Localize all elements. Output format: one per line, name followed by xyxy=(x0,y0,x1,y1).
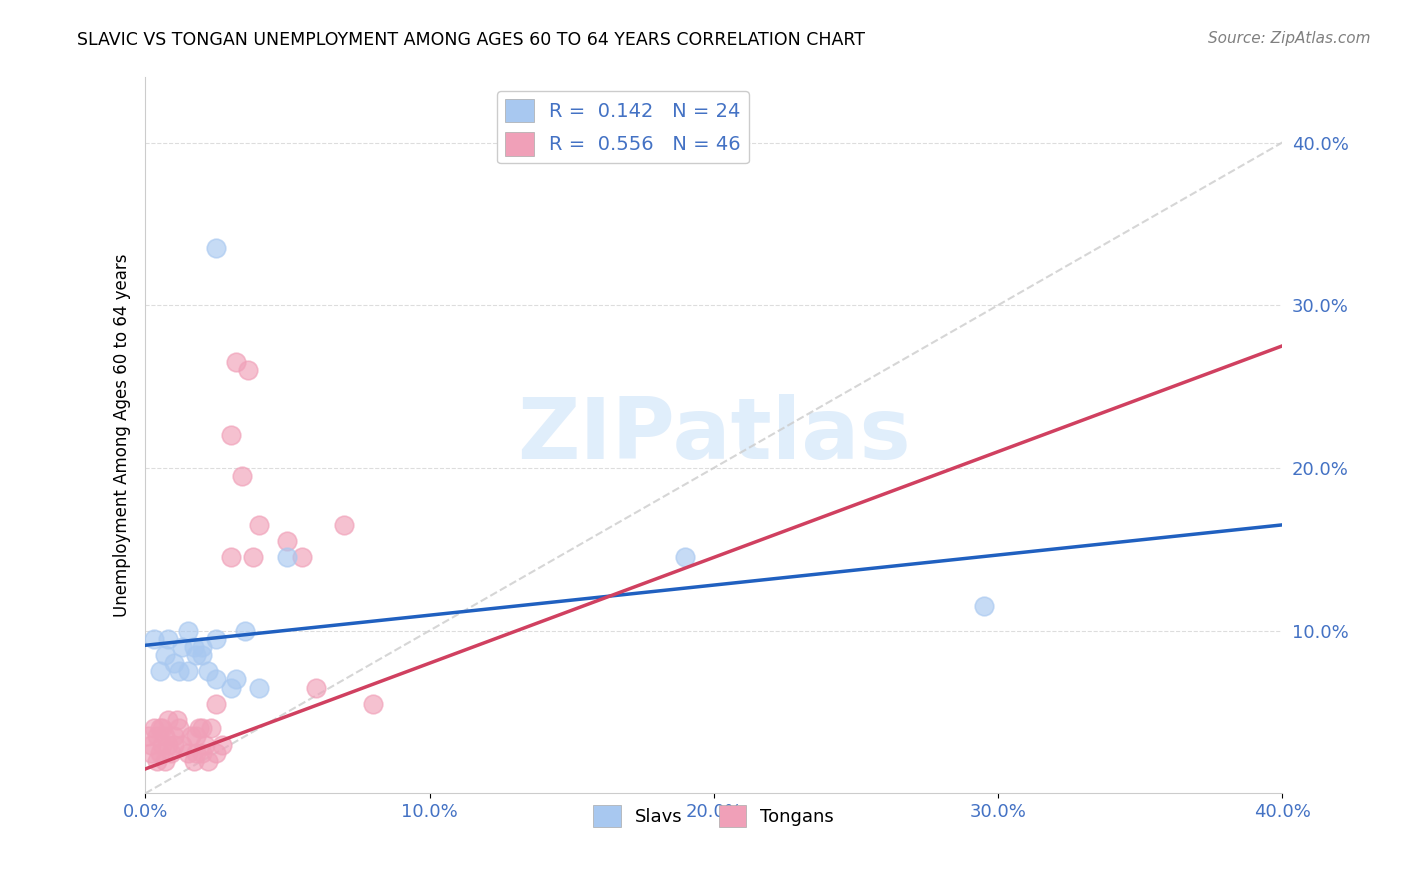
Point xyxy=(163,730,186,744)
Point xyxy=(973,599,995,614)
Point xyxy=(191,640,214,654)
Point xyxy=(225,355,247,369)
Point xyxy=(219,428,242,442)
Point xyxy=(361,697,384,711)
Point xyxy=(172,640,194,654)
Point xyxy=(163,738,186,752)
Point xyxy=(160,746,183,760)
Point xyxy=(247,681,270,695)
Point xyxy=(183,640,205,654)
Point xyxy=(180,730,202,744)
Point xyxy=(205,632,228,646)
Point xyxy=(205,697,228,711)
Point xyxy=(291,550,314,565)
Point xyxy=(136,730,159,744)
Point xyxy=(205,241,228,255)
Point xyxy=(139,738,162,752)
Point xyxy=(225,673,247,687)
Point xyxy=(197,754,219,768)
Point xyxy=(186,746,208,760)
Point xyxy=(673,550,696,565)
Point xyxy=(188,721,211,735)
Point xyxy=(197,665,219,679)
Point xyxy=(276,550,298,565)
Point xyxy=(231,469,253,483)
Point xyxy=(169,665,191,679)
Point xyxy=(157,713,180,727)
Point xyxy=(139,746,162,760)
Legend: Slavs, Tongans: Slavs, Tongans xyxy=(586,798,841,834)
Point xyxy=(169,721,191,735)
Point xyxy=(153,730,176,744)
Point xyxy=(333,517,356,532)
Point xyxy=(186,730,208,744)
Point xyxy=(200,721,222,735)
Point xyxy=(191,721,214,735)
Point xyxy=(211,738,233,752)
Point xyxy=(148,721,170,735)
Point xyxy=(148,746,170,760)
Point xyxy=(247,517,270,532)
Point xyxy=(145,730,167,744)
Point xyxy=(142,721,165,735)
Point xyxy=(233,624,256,638)
Point xyxy=(172,738,194,752)
Point xyxy=(305,681,328,695)
Point xyxy=(177,665,200,679)
Point xyxy=(153,648,176,662)
Point xyxy=(163,656,186,670)
Point xyxy=(242,550,264,565)
Point xyxy=(150,721,173,735)
Point xyxy=(186,648,208,662)
Point xyxy=(157,632,180,646)
Y-axis label: Unemployment Among Ages 60 to 64 years: Unemployment Among Ages 60 to 64 years xyxy=(114,253,131,617)
Point xyxy=(194,738,217,752)
Text: Source: ZipAtlas.com: Source: ZipAtlas.com xyxy=(1208,31,1371,46)
Point xyxy=(177,624,200,638)
Point xyxy=(276,534,298,549)
Point xyxy=(177,746,200,760)
Point xyxy=(219,681,242,695)
Point xyxy=(157,738,180,752)
Point xyxy=(219,550,242,565)
Point xyxy=(145,754,167,768)
Point xyxy=(205,673,228,687)
Point xyxy=(236,363,259,377)
Point xyxy=(166,713,188,727)
Point xyxy=(150,738,173,752)
Text: ZIPatlas: ZIPatlas xyxy=(517,394,911,477)
Text: SLAVIC VS TONGAN UNEMPLOYMENT AMONG AGES 60 TO 64 YEARS CORRELATION CHART: SLAVIC VS TONGAN UNEMPLOYMENT AMONG AGES… xyxy=(77,31,865,49)
Point xyxy=(153,754,176,768)
Point xyxy=(183,754,205,768)
Point xyxy=(191,746,214,760)
Point xyxy=(142,632,165,646)
Point xyxy=(191,648,214,662)
Point xyxy=(148,665,170,679)
Point xyxy=(205,746,228,760)
